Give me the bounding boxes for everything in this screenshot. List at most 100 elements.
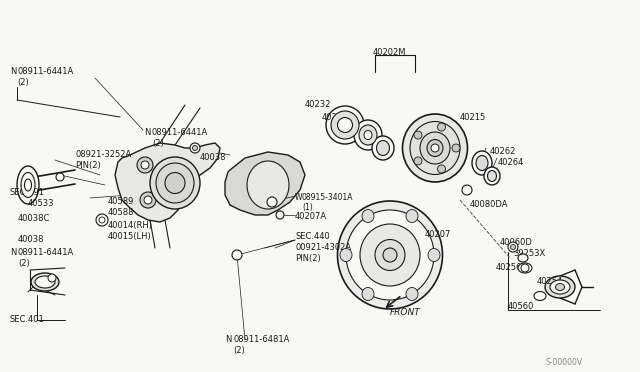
Text: S-00000V: S-00000V	[545, 358, 582, 367]
Text: SEC.440: SEC.440	[295, 232, 330, 241]
Ellipse shape	[340, 248, 352, 262]
Ellipse shape	[35, 276, 55, 288]
Circle shape	[141, 161, 149, 169]
Text: N: N	[144, 128, 150, 137]
Circle shape	[137, 157, 153, 173]
Text: (2): (2)	[233, 346, 244, 355]
Ellipse shape	[375, 240, 405, 270]
Text: N: N	[10, 67, 17, 76]
Text: 40015(LH): 40015(LH)	[108, 232, 152, 241]
Ellipse shape	[337, 118, 353, 132]
Text: 40038: 40038	[200, 153, 227, 162]
Text: 40038C: 40038C	[18, 214, 51, 223]
Ellipse shape	[550, 280, 570, 294]
Ellipse shape	[156, 163, 194, 203]
Text: 40060D: 40060D	[500, 238, 533, 247]
Ellipse shape	[406, 288, 418, 301]
Text: 40232: 40232	[305, 100, 332, 109]
Polygon shape	[225, 152, 305, 215]
Ellipse shape	[362, 209, 374, 222]
Ellipse shape	[427, 140, 443, 157]
Text: 40215: 40215	[460, 113, 486, 122]
Text: 08911-6441A: 08911-6441A	[152, 128, 208, 137]
Circle shape	[232, 250, 242, 260]
Text: N: N	[225, 335, 232, 344]
Text: (1): (1)	[302, 203, 313, 212]
Polygon shape	[115, 143, 220, 222]
Ellipse shape	[21, 173, 35, 198]
Ellipse shape	[420, 132, 450, 164]
Ellipse shape	[403, 114, 467, 182]
Text: 40210: 40210	[322, 113, 348, 122]
Circle shape	[56, 173, 64, 181]
Circle shape	[190, 143, 200, 153]
Ellipse shape	[476, 155, 488, 170]
Text: 39253X: 39253X	[513, 249, 545, 258]
Ellipse shape	[383, 248, 397, 262]
Text: 40014(RH): 40014(RH)	[108, 221, 153, 230]
Text: 40038: 40038	[18, 235, 45, 244]
Ellipse shape	[406, 209, 418, 222]
Text: 40588: 40588	[108, 208, 134, 217]
Text: (2): (2)	[17, 78, 29, 87]
Text: (2): (2)	[18, 259, 29, 268]
Text: W: W	[295, 193, 303, 202]
Text: SEC.391: SEC.391	[10, 188, 45, 197]
Text: 40254: 40254	[537, 277, 563, 286]
Ellipse shape	[472, 151, 492, 175]
Ellipse shape	[247, 161, 289, 209]
Ellipse shape	[534, 292, 546, 301]
Ellipse shape	[354, 120, 382, 150]
Circle shape	[462, 185, 472, 195]
Ellipse shape	[518, 254, 528, 262]
Circle shape	[267, 197, 277, 207]
Text: 40262: 40262	[490, 147, 516, 156]
Circle shape	[140, 192, 156, 208]
Ellipse shape	[17, 166, 39, 204]
Ellipse shape	[31, 273, 59, 291]
Ellipse shape	[372, 136, 394, 160]
Text: 40264: 40264	[498, 158, 524, 167]
Text: 08911-6481A: 08911-6481A	[233, 335, 289, 344]
Text: 40207: 40207	[425, 230, 451, 239]
Circle shape	[438, 165, 445, 173]
Circle shape	[276, 211, 284, 219]
Ellipse shape	[337, 201, 442, 309]
Ellipse shape	[165, 173, 185, 193]
Ellipse shape	[545, 276, 575, 298]
Ellipse shape	[488, 170, 497, 182]
Circle shape	[96, 214, 108, 226]
Circle shape	[452, 144, 460, 152]
Circle shape	[414, 157, 422, 165]
Circle shape	[144, 196, 152, 204]
Text: 40560: 40560	[508, 302, 534, 311]
Text: PIN(2): PIN(2)	[295, 254, 321, 263]
Ellipse shape	[24, 179, 31, 191]
Circle shape	[508, 242, 518, 252]
Ellipse shape	[150, 157, 200, 209]
Ellipse shape	[359, 125, 377, 145]
Circle shape	[193, 145, 198, 151]
Ellipse shape	[360, 224, 420, 286]
Text: 40207A: 40207A	[295, 212, 327, 221]
Text: 08921-3252A: 08921-3252A	[75, 150, 131, 159]
Circle shape	[438, 123, 445, 131]
Text: 00921-4302A: 00921-4302A	[295, 243, 351, 252]
Ellipse shape	[518, 263, 532, 273]
Ellipse shape	[376, 141, 390, 155]
Text: 40202M: 40202M	[373, 48, 406, 57]
Text: FRONT: FRONT	[390, 308, 420, 317]
Ellipse shape	[331, 111, 359, 139]
Ellipse shape	[484, 167, 500, 185]
Ellipse shape	[364, 131, 372, 140]
Text: 08911-6441A: 08911-6441A	[18, 248, 74, 257]
Ellipse shape	[362, 288, 374, 301]
Circle shape	[521, 264, 529, 272]
Ellipse shape	[410, 122, 460, 174]
Text: 08911-6441A: 08911-6441A	[17, 67, 73, 76]
Circle shape	[414, 131, 422, 139]
Text: 40589: 40589	[108, 197, 134, 206]
Ellipse shape	[346, 210, 434, 300]
Ellipse shape	[326, 106, 364, 144]
Text: PIN(2): PIN(2)	[75, 161, 100, 170]
